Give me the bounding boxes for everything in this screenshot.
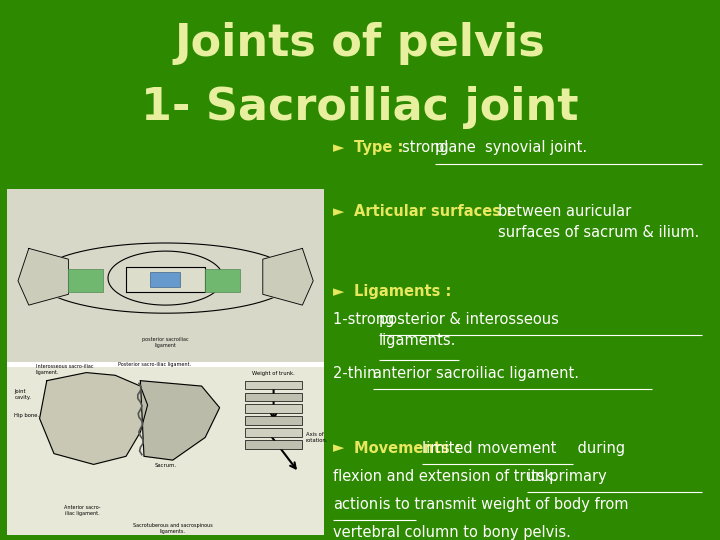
Text: Interosseous sacro-iliac
ligament.: Interosseous sacro-iliac ligament. (36, 364, 94, 375)
Text: is to transmit weight of body from: is to transmit weight of body from (374, 497, 629, 512)
FancyBboxPatch shape (68, 269, 103, 292)
Polygon shape (245, 428, 302, 437)
Text: Posterior sacro-iliac ligament.: Posterior sacro-iliac ligament. (118, 362, 192, 367)
Text: vertebral column to bony pelvis.: vertebral column to bony pelvis. (333, 525, 570, 540)
Text: ►: ► (333, 204, 344, 219)
Text: Articular surfaces :: Articular surfaces : (354, 204, 518, 219)
FancyBboxPatch shape (205, 269, 240, 292)
Text: anterior sacroiliac ligament.: anterior sacroiliac ligament. (373, 366, 579, 381)
FancyBboxPatch shape (150, 272, 180, 287)
Text: ►: ► (333, 284, 344, 299)
Text: Ligaments :: Ligaments : (354, 284, 456, 299)
Text: 1- Sacroiliac joint: 1- Sacroiliac joint (141, 86, 579, 130)
Text: plane  synovial joint.: plane synovial joint. (435, 140, 587, 156)
Text: between auricular
surfaces of sacrum & ilium.: between auricular surfaces of sacrum & i… (498, 204, 700, 240)
Polygon shape (245, 440, 302, 449)
Text: posterior & interosseous
ligaments.: posterior & interosseous ligaments. (379, 312, 559, 348)
Text: flexion and extension of trunk.: flexion and extension of trunk. (333, 469, 562, 484)
Text: action: action (333, 497, 378, 512)
Text: during: during (573, 441, 625, 456)
Polygon shape (245, 416, 302, 425)
FancyBboxPatch shape (7, 189, 324, 362)
Text: Joint
cavity.: Joint cavity. (14, 389, 31, 400)
Text: Weight of trunk.: Weight of trunk. (252, 371, 295, 376)
Text: its primary: its primary (527, 469, 607, 484)
Text: 1-strong: 1-strong (333, 312, 399, 327)
FancyBboxPatch shape (7, 367, 324, 535)
Text: Axis of
rotation.: Axis of rotation. (306, 432, 328, 443)
Polygon shape (263, 248, 313, 305)
Text: Sacrotuberous and sacrospinous
ligaments.: Sacrotuberous and sacrospinous ligaments… (133, 523, 212, 534)
Text: Anterior sacro-
iliac ligament.: Anterior sacro- iliac ligament. (65, 505, 101, 516)
Text: ►: ► (333, 140, 344, 156)
FancyBboxPatch shape (7, 189, 324, 535)
Polygon shape (245, 393, 302, 401)
Text: ►: ► (333, 441, 344, 456)
Text: Hip bone.: Hip bone. (14, 413, 40, 418)
Polygon shape (40, 373, 148, 464)
Polygon shape (245, 381, 302, 389)
Polygon shape (18, 248, 68, 305)
Text: limited movement: limited movement (422, 441, 557, 456)
Polygon shape (126, 267, 205, 292)
Polygon shape (140, 381, 220, 460)
Text: Joints of pelvis: Joints of pelvis (175, 22, 545, 65)
Text: posterior sacroiliac
ligament: posterior sacroiliac ligament (143, 337, 189, 348)
Text: Type :: Type : (354, 140, 409, 156)
Text: Sacrum.: Sacrum. (155, 463, 176, 468)
Text: strong: strong (402, 140, 453, 156)
Text: Movements :: Movements : (354, 441, 466, 456)
Text: 2-thin: 2-thin (333, 366, 381, 381)
Polygon shape (245, 404, 302, 413)
